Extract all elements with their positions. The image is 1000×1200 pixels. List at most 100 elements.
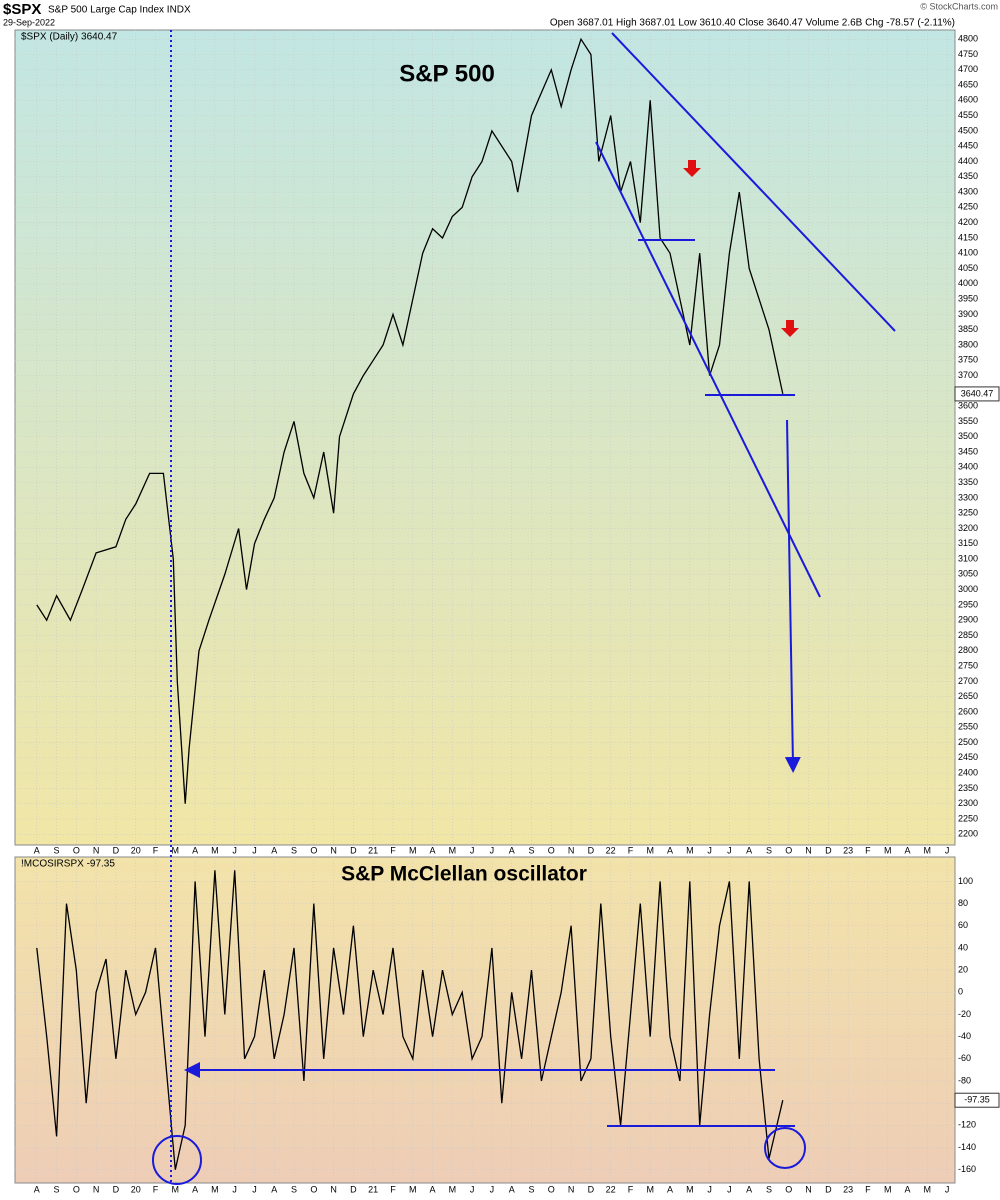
last-value-box: [954, 386, 1000, 402]
down-arrow: [683, 160, 701, 177]
y-tick-label: 4700: [958, 64, 978, 74]
x-tick-label: 21: [368, 1184, 378, 1194]
x-tick-label: 22: [606, 845, 616, 855]
y-tick-label: 100: [958, 876, 973, 886]
last-value-label: 3640.47: [961, 388, 994, 398]
y-tick-label: 3700: [958, 370, 978, 380]
x-tick-label: F: [865, 1184, 871, 1194]
annotations: [152, 30, 896, 1185]
x-tick-label: M: [449, 1184, 457, 1194]
y-tick-label: 3100: [958, 553, 978, 563]
y-tick-label: 4250: [958, 202, 978, 212]
x-tick-label: A: [192, 845, 198, 855]
x-tick-label: D: [588, 1184, 595, 1194]
y-tick-label: 4300: [958, 186, 978, 196]
x-tick-label: A: [746, 845, 752, 855]
last-value-box: [954, 1092, 1000, 1108]
quote: Open 3687.01 High 3687.01 Low 3610.40 Cl…: [550, 18, 955, 29]
y-tick-label: 3500: [958, 431, 978, 441]
x-tick-label: S: [54, 845, 60, 855]
x-tick-label: J: [470, 845, 475, 855]
x-tick-label: A: [509, 1184, 515, 1194]
y-tick-label: 3350: [958, 477, 978, 487]
x-tick-label: M: [172, 845, 180, 855]
y-tick-label: 40: [958, 942, 968, 952]
x-tick-label: F: [153, 1184, 159, 1194]
x-tick-label: 23: [843, 1184, 853, 1194]
x-tick-label: M: [686, 1184, 694, 1194]
x-tick-label: J: [490, 1184, 495, 1194]
y-tick-label: 2750: [958, 660, 978, 670]
x-tick-label: N: [330, 845, 337, 855]
x-tick-label: 20: [131, 845, 141, 855]
y-tick-label: 60: [958, 920, 968, 930]
x-tick-label: O: [73, 1184, 80, 1194]
y-tick-label: 80: [958, 898, 968, 908]
x-tick-label: M: [449, 845, 457, 855]
y-tick-label: -60: [958, 1053, 971, 1063]
y-tick-label: 0: [958, 987, 963, 997]
trend-line: [595, 141, 821, 598]
x-tick-label: 23: [843, 845, 853, 855]
x-tick-label: N: [568, 845, 575, 855]
x-tick-label: F: [153, 845, 159, 855]
x-tick-label: J: [232, 845, 237, 855]
y-tick-label: 3750: [958, 355, 978, 365]
x-tick-label: O: [785, 1184, 792, 1194]
x-tick-label: S: [54, 1184, 60, 1194]
target-arrow: [784, 419, 801, 773]
y-tick-label: 3150: [958, 538, 978, 548]
date: 29-Sep-2022: [3, 17, 55, 27]
x-tick-label: D: [825, 1184, 832, 1194]
y-tick-label: 2400: [958, 768, 978, 778]
x-tick-label: N: [805, 845, 812, 855]
x-tick-label: A: [904, 1184, 910, 1194]
x-tick-label: A: [746, 1184, 752, 1194]
y-tick-label: 4150: [958, 232, 978, 242]
y-tick-label: 2600: [958, 706, 978, 716]
y-tick-label: 3000: [958, 584, 978, 594]
y-tick-label: 3300: [958, 492, 978, 502]
y-tick-label: -20: [958, 1009, 971, 1019]
last-value-label: -97.35: [964, 1095, 990, 1105]
price-line: [36, 870, 784, 1170]
x-tick-label: M: [409, 1184, 417, 1194]
y-tick-label: 3800: [958, 339, 978, 349]
x-tick-label: F: [628, 1184, 634, 1194]
y-tick-label: 4000: [958, 278, 978, 288]
legend: !MCOSIRSPX -97.35: [21, 859, 115, 870]
x-tick-label: J: [252, 1184, 257, 1194]
x-tick-label: J: [232, 1184, 237, 1194]
x-tick-label: F: [390, 845, 396, 855]
y-tick-label: 3400: [958, 462, 978, 472]
x-tick-label: O: [73, 845, 80, 855]
x-tick-label: N: [330, 1184, 337, 1194]
x-tick-label: J: [945, 1184, 950, 1194]
y-tick-label: 4550: [958, 110, 978, 120]
y-tick-label: 4650: [958, 79, 978, 89]
x-tick-label: S: [291, 845, 297, 855]
x-tick-label: 21: [368, 845, 378, 855]
x-tick-label: 22: [606, 1184, 616, 1194]
y-tick-label: 2550: [958, 722, 978, 732]
y-tick-label: 4350: [958, 171, 978, 181]
x-tick-label: A: [667, 845, 673, 855]
x-tick-label: M: [924, 1184, 932, 1194]
y-tick-label: 2200: [958, 829, 978, 839]
x-tick-label: D: [588, 845, 595, 855]
y-tick-label: 2800: [958, 645, 978, 655]
y-tick-label: 2850: [958, 630, 978, 640]
x-tick-label: M: [646, 845, 654, 855]
y-tick-label: 3250: [958, 508, 978, 518]
highlight-circle: [152, 1135, 202, 1185]
x-tick-label: F: [865, 845, 871, 855]
y-tick-label: 4800: [958, 34, 978, 44]
x-tick-label: J: [707, 1184, 712, 1194]
x-tick-label: N: [568, 1184, 575, 1194]
y-tick-label: 2700: [958, 676, 978, 686]
chart-title: S&P 500: [399, 60, 495, 87]
x-tick-label: A: [904, 845, 910, 855]
x-tick-label: D: [113, 1184, 120, 1194]
y-tick-label: 4600: [958, 95, 978, 105]
